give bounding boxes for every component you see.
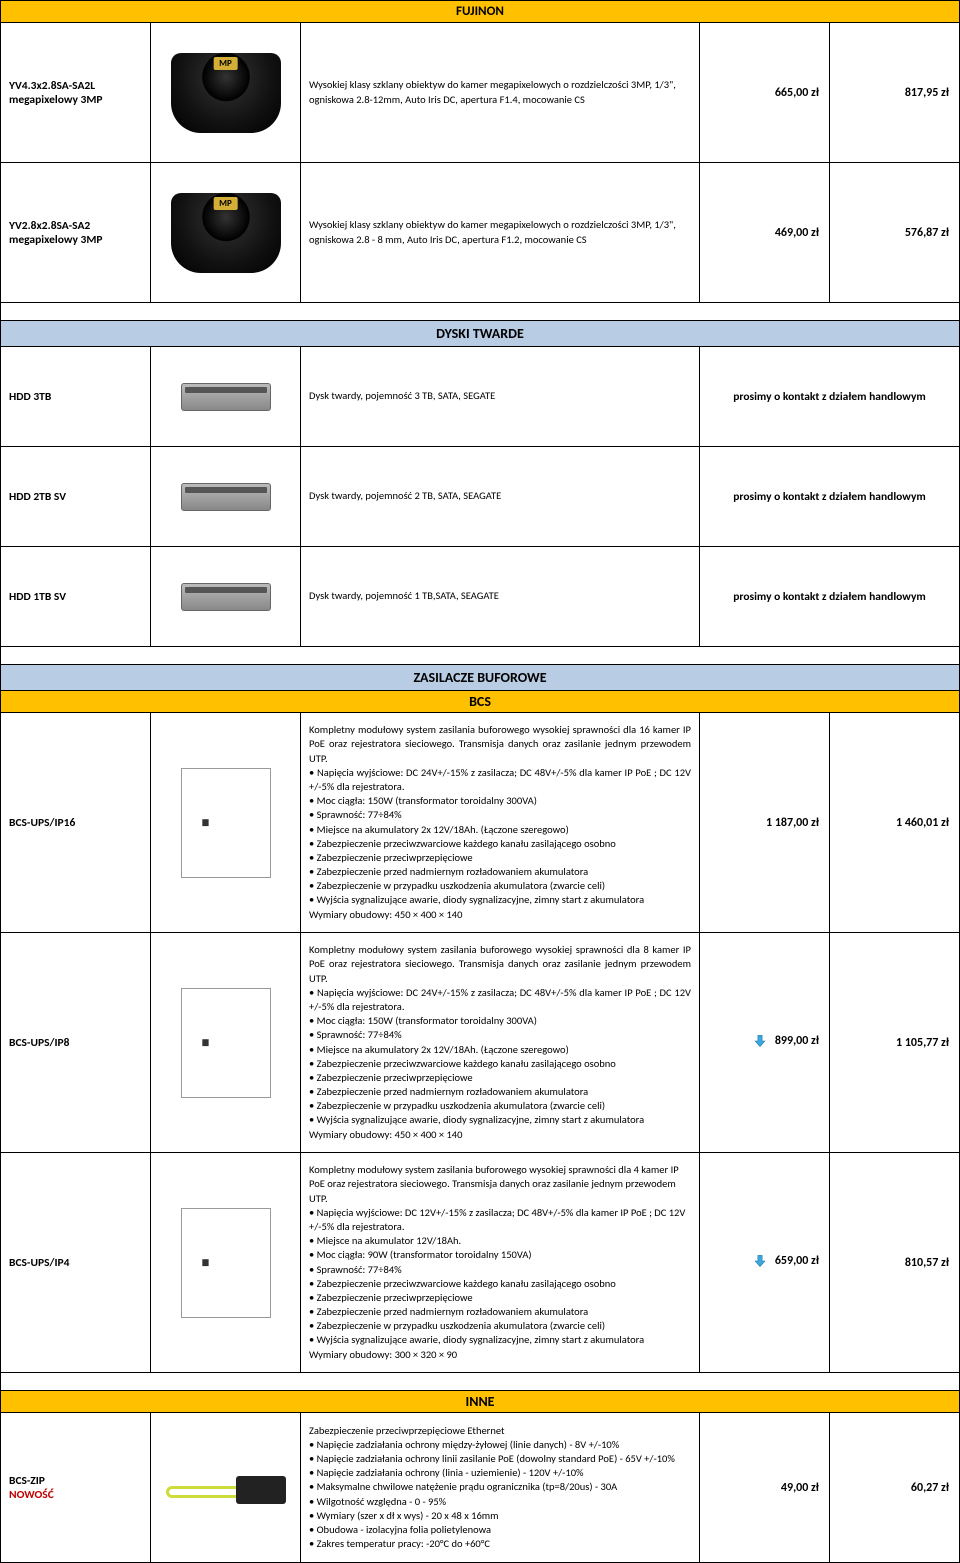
section-header-inne: INNE <box>1 1391 960 1413</box>
section-header-fujinon: FUJINON <box>1 1 960 23</box>
product-description: Dysk twardy, pojemność 2 TB, SATA, SEAGA… <box>301 447 700 547</box>
product-description: Zabezpieczenie przeciwprzepięciowe Ether… <box>301 1413 700 1563</box>
product-code: HDD 3TB <box>1 347 151 447</box>
spacer-row <box>1 303 960 321</box>
ups-icon <box>181 1208 271 1318</box>
price-gross: 1 460,01 zł <box>829 713 959 933</box>
product-description: Wysokiej klasy szklany obiektyw do kamer… <box>301 163 700 303</box>
product-row: YV4.3x2.8SA-SA2L megapixelowy 3MP Wysoki… <box>1 23 960 163</box>
arrow-down-icon <box>753 1034 767 1048</box>
product-row: BCS-ZIP NOWOŚĆ Zabezpieczenie przeciwprz… <box>1 1413 960 1563</box>
arrow-down-icon <box>753 1254 767 1268</box>
price-net: 899,00 zł <box>699 933 829 1153</box>
lens-icon <box>171 53 281 133</box>
ups-icon <box>181 768 271 878</box>
product-image-cell <box>151 447 301 547</box>
price-net: 469,00 zł <box>699 163 829 303</box>
price-gross: 60,27 zł <box>829 1413 959 1563</box>
product-description: Kompletny modułowy system zasilania bufo… <box>301 933 700 1153</box>
section-header-dyski: DYSKI TWARDE <box>1 321 960 347</box>
zip-icon <box>166 1458 286 1518</box>
product-row: YV2.8x2.8SA-SA2 megapixelowy 3MP Wysokie… <box>1 163 960 303</box>
contact-text: prosimy o kontakt z działem handlowym <box>699 347 959 447</box>
catalog-table: FUJINON YV4.3x2.8SA-SA2L megapixelowy 3M… <box>0 0 960 1563</box>
product-image-cell <box>151 933 301 1153</box>
hdd-icon <box>181 583 271 611</box>
ups-icon <box>181 988 271 1098</box>
product-description: Kompletny modułowy system zasilania bufo… <box>301 713 700 933</box>
product-row: HDD 2TB SV Dysk twardy, pojemność 2 TB, … <box>1 447 960 547</box>
product-code: BCS-UPS/IP4 <box>1 1153 151 1373</box>
price-net: 659,00 zł <box>699 1153 829 1373</box>
product-code: HDD 2TB SV <box>1 447 151 547</box>
price-gross: 817,95 zł <box>829 23 959 163</box>
product-row: BCS-UPS/IP16 Kompletny modułowy system z… <box>1 713 960 933</box>
product-code-cell: BCS-ZIP NOWOŚĆ <box>1 1413 151 1563</box>
product-image-cell <box>151 347 301 447</box>
price-value: 899,00 zł <box>775 1034 819 1048</box>
product-row: BCS-UPS/IP4 Kompletny modułowy system za… <box>1 1153 960 1373</box>
header-text: FUJINON <box>1 1 960 23</box>
price-value: 1 187,00 zł <box>766 816 819 830</box>
new-badge: NOWOŚĆ <box>9 1488 54 1502</box>
contact-text: prosimy o kontakt z działem handlowym <box>699 547 959 647</box>
price-value: 659,00 zł <box>775 1254 819 1268</box>
product-description: Dysk twardy, pojemność 1 TB,SATA, SEAGAT… <box>301 547 700 647</box>
product-image-cell <box>151 163 301 303</box>
product-description: Wysokiej klasy szklany obiektyw do kamer… <box>301 23 700 163</box>
spacer-row <box>1 647 960 665</box>
product-code: BCS-UPS/IP8 <box>1 933 151 1153</box>
spacer-row <box>1 1373 960 1391</box>
price-net: 665,00 zł <box>699 23 829 163</box>
product-description: Kompletny modułowy system zasilania bufo… <box>301 1153 700 1373</box>
header-text: DYSKI TWARDE <box>1 321 960 347</box>
section-header-bcs: BCS <box>1 691 960 713</box>
price-net: 49,00 zł <box>699 1413 829 1563</box>
product-image-cell <box>151 713 301 933</box>
product-description: Dysk twardy, pojemność 3 TB, SATA, SEGAT… <box>301 347 700 447</box>
product-image-cell <box>151 1413 301 1563</box>
product-code: BCS-ZIP <box>9 1474 45 1488</box>
lens-icon <box>171 193 281 273</box>
product-image-cell <box>151 1153 301 1373</box>
header-text: BCS <box>1 691 960 713</box>
product-code: YV2.8x2.8SA-SA2 megapixelowy 3MP <box>1 163 151 303</box>
section-header-zasilacze: ZASILACZE BUFOROWE <box>1 665 960 691</box>
price-gross: 576,87 zł <box>829 163 959 303</box>
contact-text: prosimy o kontakt z działem handlowym <box>699 447 959 547</box>
product-row: BCS-UPS/IP8 Kompletny modułowy system za… <box>1 933 960 1153</box>
header-text: ZASILACZE BUFOROWE <box>1 665 960 691</box>
product-code: BCS-UPS/IP16 <box>1 713 151 933</box>
price-net: 1 187,00 zł <box>699 713 829 933</box>
product-code: YV4.3x2.8SA-SA2L megapixelowy 3MP <box>1 23 151 163</box>
product-image-cell <box>151 547 301 647</box>
product-code: HDD 1TB SV <box>1 547 151 647</box>
product-image-cell <box>151 23 301 163</box>
product-row: HDD 3TB Dysk twardy, pojemność 3 TB, SAT… <box>1 347 960 447</box>
hdd-icon <box>181 483 271 511</box>
price-gross: 1 105,77 zł <box>829 933 959 1153</box>
price-gross: 810,57 zł <box>829 1153 959 1373</box>
product-row: HDD 1TB SV Dysk twardy, pojemność 1 TB,S… <box>1 547 960 647</box>
header-text: INNE <box>1 1391 960 1413</box>
hdd-icon <box>181 383 271 411</box>
